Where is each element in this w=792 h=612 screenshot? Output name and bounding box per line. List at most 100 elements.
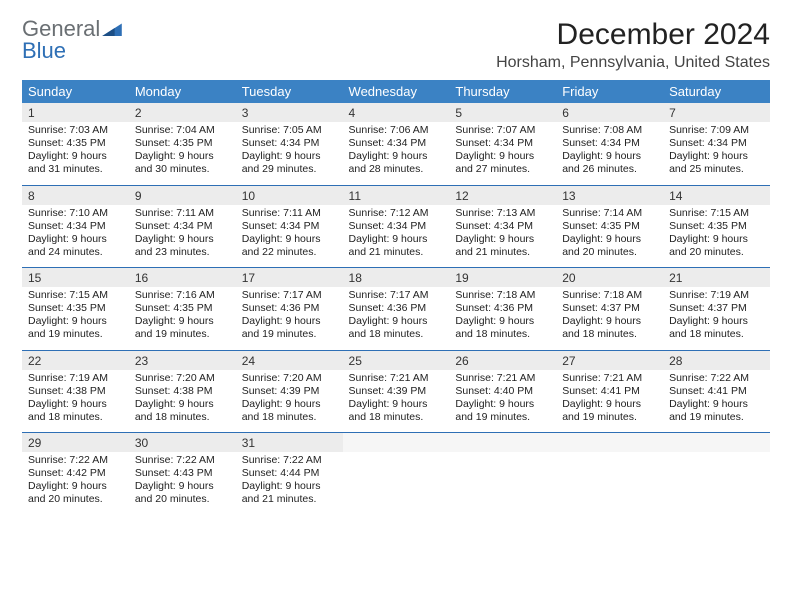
daylight-text: Daylight: 9 hours (669, 315, 764, 328)
sunset-text: Sunset: 4:34 PM (669, 137, 764, 150)
calendar-table: Sunday Monday Tuesday Wednesday Thursday… (22, 80, 770, 515)
day-body-cell: Sunrise: 7:18 AMSunset: 4:36 PMDaylight:… (449, 287, 556, 350)
sunrise-text: Sunrise: 7:12 AM (349, 207, 444, 220)
day-number-cell: 25 (343, 351, 450, 370)
sunset-text: Sunset: 4:39 PM (349, 385, 444, 398)
day-number-cell: 30 (129, 433, 236, 452)
day-body-cell: Sunrise: 7:14 AMSunset: 4:35 PMDaylight:… (556, 205, 663, 268)
page-subtitle: Horsham, Pennsylvania, United States (496, 54, 770, 72)
sunset-text: Sunset: 4:35 PM (562, 220, 657, 233)
sunrise-text: Sunrise: 7:21 AM (562, 372, 657, 385)
day-number-cell: 11 (343, 186, 450, 205)
daylight-text: Daylight: 9 hours (135, 315, 230, 328)
day-number-cell: 15 (22, 268, 129, 287)
daylight-text: and 19 minutes. (28, 328, 123, 341)
day-body-cell: Sunrise: 7:10 AMSunset: 4:34 PMDaylight:… (22, 205, 129, 268)
sunset-text: Sunset: 4:36 PM (455, 302, 550, 315)
sunset-text: Sunset: 4:37 PM (562, 302, 657, 315)
daylight-text: Daylight: 9 hours (562, 398, 657, 411)
day-number-cell: 10 (236, 186, 343, 205)
sunrise-text: Sunrise: 7:22 AM (135, 454, 230, 467)
day-number-cell (663, 433, 770, 452)
day-body-cell: Sunrise: 7:07 AMSunset: 4:34 PMDaylight:… (449, 122, 556, 185)
sunrise-text: Sunrise: 7:21 AM (349, 372, 444, 385)
day-body-cell: Sunrise: 7:20 AMSunset: 4:39 PMDaylight:… (236, 370, 343, 433)
day-body-cell: Sunrise: 7:21 AMSunset: 4:39 PMDaylight:… (343, 370, 450, 433)
day-body-row: Sunrise: 7:19 AMSunset: 4:38 PMDaylight:… (22, 370, 770, 433)
day-body-cell: Sunrise: 7:16 AMSunset: 4:35 PMDaylight:… (129, 287, 236, 350)
day-body-cell: Sunrise: 7:22 AMSunset: 4:42 PMDaylight:… (22, 452, 129, 515)
page-title: December 2024 (496, 18, 770, 52)
daylight-text: Daylight: 9 hours (242, 480, 337, 493)
daylight-text: Daylight: 9 hours (135, 233, 230, 246)
sunset-text: Sunset: 4:44 PM (242, 467, 337, 480)
day-body-row: Sunrise: 7:22 AMSunset: 4:42 PMDaylight:… (22, 452, 770, 515)
day-body-cell: Sunrise: 7:11 AMSunset: 4:34 PMDaylight:… (236, 205, 343, 268)
day-body-cell: Sunrise: 7:21 AMSunset: 4:41 PMDaylight:… (556, 370, 663, 433)
day-body-cell: Sunrise: 7:22 AMSunset: 4:41 PMDaylight:… (663, 370, 770, 433)
sunset-text: Sunset: 4:34 PM (242, 220, 337, 233)
sunset-text: Sunset: 4:35 PM (669, 220, 764, 233)
daylight-text: Daylight: 9 hours (349, 398, 444, 411)
daylight-text: Daylight: 9 hours (455, 233, 550, 246)
daylight-text: and 20 minutes. (28, 493, 123, 506)
day-number-cell (343, 433, 450, 452)
sunrise-text: Sunrise: 7:17 AM (349, 289, 444, 302)
day-number-cell: 28 (663, 351, 770, 370)
day-body-cell (663, 452, 770, 515)
sunset-text: Sunset: 4:43 PM (135, 467, 230, 480)
page-header: GeneralBlue December 2024 Horsham, Penns… (22, 18, 770, 72)
sunrise-text: Sunrise: 7:07 AM (455, 124, 550, 137)
daylight-text: and 18 minutes. (135, 411, 230, 424)
day-body-cell (343, 452, 450, 515)
sunrise-text: Sunrise: 7:14 AM (562, 207, 657, 220)
day-number-cell: 31 (236, 433, 343, 452)
day-number-cell: 27 (556, 351, 663, 370)
sunset-text: Sunset: 4:41 PM (669, 385, 764, 398)
sunset-text: Sunset: 4:42 PM (28, 467, 123, 480)
daylight-text: Daylight: 9 hours (669, 233, 764, 246)
sunset-text: Sunset: 4:34 PM (242, 137, 337, 150)
sunrise-text: Sunrise: 7:06 AM (349, 124, 444, 137)
day-number-cell: 23 (129, 351, 236, 370)
day-body-cell (556, 452, 663, 515)
daylight-text: and 18 minutes. (28, 411, 123, 424)
day-body-cell: Sunrise: 7:09 AMSunset: 4:34 PMDaylight:… (663, 122, 770, 185)
day-body-cell: Sunrise: 7:22 AMSunset: 4:44 PMDaylight:… (236, 452, 343, 515)
day-body-cell: Sunrise: 7:17 AMSunset: 4:36 PMDaylight:… (343, 287, 450, 350)
day-number-cell: 5 (449, 103, 556, 122)
daylight-text: and 23 minutes. (135, 246, 230, 259)
daylight-text: and 19 minutes. (455, 411, 550, 424)
sunrise-text: Sunrise: 7:11 AM (135, 207, 230, 220)
day-number-cell: 14 (663, 186, 770, 205)
day-body-row: Sunrise: 7:03 AMSunset: 4:35 PMDaylight:… (22, 122, 770, 185)
sunrise-text: Sunrise: 7:22 AM (669, 372, 764, 385)
sunset-text: Sunset: 4:34 PM (349, 137, 444, 150)
sunrise-text: Sunrise: 7:22 AM (28, 454, 123, 467)
daylight-text: Daylight: 9 hours (455, 398, 550, 411)
daylight-text: Daylight: 9 hours (28, 480, 123, 493)
sunset-text: Sunset: 4:41 PM (562, 385, 657, 398)
day-body-row: Sunrise: 7:15 AMSunset: 4:35 PMDaylight:… (22, 287, 770, 350)
day-body-cell: Sunrise: 7:13 AMSunset: 4:34 PMDaylight:… (449, 205, 556, 268)
daylight-text: Daylight: 9 hours (562, 150, 657, 163)
daylight-text: Daylight: 9 hours (28, 398, 123, 411)
daylight-text: and 19 minutes. (135, 328, 230, 341)
daylight-text: and 27 minutes. (455, 163, 550, 176)
daylight-text: and 31 minutes. (28, 163, 123, 176)
daylight-text: Daylight: 9 hours (135, 480, 230, 493)
title-block: December 2024 Horsham, Pennsylvania, Uni… (496, 18, 770, 72)
day-header: Tuesday (236, 80, 343, 103)
day-number-cell: 21 (663, 268, 770, 287)
daylight-text: Daylight: 9 hours (28, 150, 123, 163)
daylight-text: and 25 minutes. (669, 163, 764, 176)
sunrise-text: Sunrise: 7:18 AM (455, 289, 550, 302)
sunset-text: Sunset: 4:38 PM (28, 385, 123, 398)
daylight-text: Daylight: 9 hours (242, 233, 337, 246)
sunrise-text: Sunrise: 7:11 AM (242, 207, 337, 220)
day-body-cell: Sunrise: 7:19 AMSunset: 4:37 PMDaylight:… (663, 287, 770, 350)
daylight-text: and 18 minutes. (669, 328, 764, 341)
daylight-text: Daylight: 9 hours (28, 315, 123, 328)
sunset-text: Sunset: 4:34 PM (455, 220, 550, 233)
sunrise-text: Sunrise: 7:09 AM (669, 124, 764, 137)
